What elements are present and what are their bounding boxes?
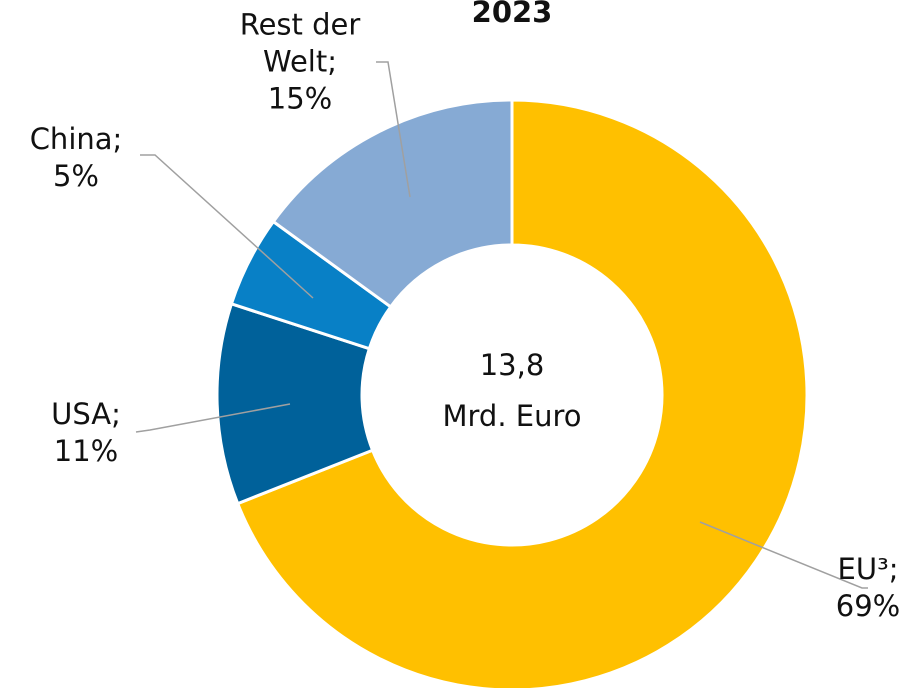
label-separator: ; <box>112 122 123 156</box>
leader-line <box>376 61 411 198</box>
category-name: China <box>29 122 113 156</box>
slices <box>215 98 809 688</box>
center-unit: Mrd. Euro <box>442 399 581 433</box>
value-label: 69% <box>835 589 901 623</box>
leader-line <box>699 521 868 589</box>
category-name: Rest der Welt <box>239 7 361 79</box>
slice-label: USA; 11% <box>1 396 171 470</box>
chart-title: 2023 <box>472 0 553 29</box>
value-label: 5% <box>52 159 99 193</box>
value-label: 15% <box>267 81 333 116</box>
label-separator: ; <box>888 552 899 586</box>
slice <box>271 98 514 309</box>
leader-line <box>140 154 314 299</box>
category-name: USA <box>51 397 112 431</box>
slice-label: China; 5% <box>0 121 161 195</box>
leader-line <box>135 403 291 433</box>
label-separator: ; <box>327 44 338 79</box>
category-name: EU³ <box>837 552 889 586</box>
slice-label: EU³; 69% <box>783 551 919 625</box>
slice <box>235 98 809 688</box>
leader-lines <box>135 61 868 589</box>
value-label: 11% <box>53 434 119 468</box>
center-value: 13,8 <box>480 348 545 382</box>
slice-label: Rest der Welt; 15% <box>215 7 385 118</box>
label-separator: ; <box>111 397 121 431</box>
